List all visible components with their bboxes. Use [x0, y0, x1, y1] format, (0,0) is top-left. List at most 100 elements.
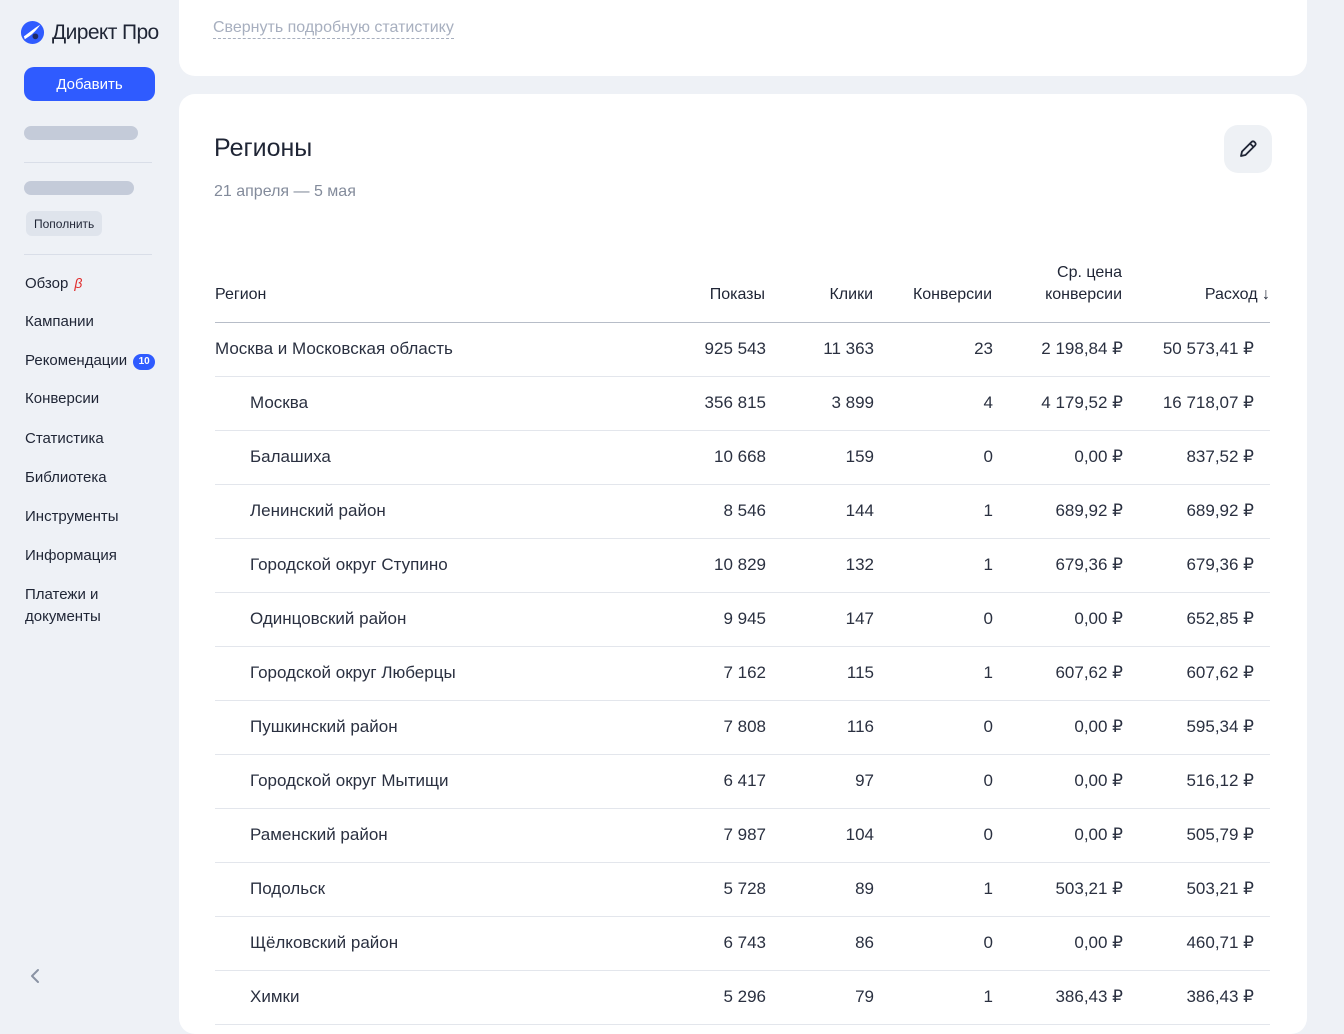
cell-clicks: 104: [845, 825, 874, 844]
sidebar-item-info[interactable]: Информация: [25, 545, 117, 567]
cell-region: Подольск: [250, 879, 326, 898]
sidebar-item-tools[interactable]: Инструменты: [25, 506, 119, 528]
cell-region: Городской округ Ступино: [250, 555, 448, 574]
count-badge: 10: [133, 354, 156, 370]
cell-conversions: 0: [983, 933, 993, 952]
sidebar-item-label: Инструменты: [25, 508, 119, 525]
cell-spend: 50 573,41 ₽: [1162, 339, 1254, 358]
cell-avg-cost: 386,43 ₽: [1055, 987, 1123, 1006]
table-row[interactable]: Подольск 5 728 89 1 503,21 ₽ 503,21 ₽: [215, 863, 1270, 917]
cell-region: Москва и Московская область: [215, 339, 453, 358]
topup-button[interactable]: Пополнить: [26, 211, 103, 236]
logo[interactable]: Директ Про: [20, 20, 159, 45]
column-header-conversions[interactable]: Конверсии: [912, 286, 992, 303]
pencil-icon: [1240, 140, 1257, 157]
sidebar-item-overview[interactable]: Обзор β: [25, 272, 82, 295]
cell-impressions: 356 815: [704, 393, 766, 412]
cell-avg-cost: 0,00 ₽: [1074, 771, 1123, 790]
logo-text: Директ Про: [52, 20, 159, 44]
cell-region: Городской округ Мытищи: [250, 771, 449, 790]
cell-impressions: 5 296: [723, 987, 766, 1006]
cell-conversions: 1: [983, 663, 993, 682]
sidebar-item-label: Статистика: [25, 430, 104, 447]
sidebar-item-statistics[interactable]: Статистика: [25, 428, 104, 450]
cell-conversions: 1: [983, 555, 993, 574]
sidebar-item-library[interactable]: Библиотека: [25, 467, 107, 489]
table-row[interactable]: Городской округ Люберцы 7 162 115 1 607,62 ₽…: [215, 647, 1270, 701]
cell-region: Раменский район: [250, 825, 388, 844]
cell-region: Балашиха: [250, 447, 331, 466]
cell-avg-cost: 689,92 ₽: [1055, 501, 1123, 520]
sidebar-item-payments[interactable]: Платежи и документы: [25, 584, 101, 628]
column-header-avg-cost[interactable]: Ср. цена конверсии: [1045, 262, 1122, 306]
sidebar-item-label: Рекомендации: [25, 352, 128, 369]
cell-conversions: 1: [983, 879, 993, 898]
table-header: Регион Показы Клики Конверсии Ср. цена к…: [215, 254, 1270, 323]
add-button[interactable]: Добавить: [24, 67, 155, 101]
cell-spend: 595,34 ₽: [1186, 717, 1254, 736]
table-row[interactable]: Ленинский район 8 546 144 1 689,92 ₽ 689,92 ₽: [215, 485, 1270, 539]
table-body: Москва и Московская область 925 543 11 363…: [215, 323, 1270, 1025]
cell-impressions: 8 546: [723, 501, 766, 520]
cell-conversions: 0: [983, 447, 993, 466]
sidebar-item-campaigns[interactable]: Кампании: [25, 311, 94, 333]
cell-conversions: 23: [974, 339, 993, 358]
edit-button[interactable]: [1224, 125, 1272, 173]
cell-conversions: 0: [983, 609, 993, 628]
table-row[interactable]: Химки 5 296 79 1 386,43 ₽ 386,43 ₽: [215, 971, 1270, 1025]
cell-impressions: 5 728: [723, 879, 766, 898]
cell-spend: 607,62 ₽: [1186, 663, 1254, 682]
column-header-spend[interactable]: Расход ↓: [1204, 286, 1270, 303]
collapse-statistics-link[interactable]: Свернуть подробную статистику: [213, 18, 454, 39]
sidebar-item-conversions[interactable]: Конверсии: [25, 388, 99, 410]
sidebar-item-recommendations[interactable]: Рекомендации 10: [25, 350, 156, 372]
cell-region: Пушкинский район: [250, 717, 398, 736]
sidebar-item-label: Информация: [25, 547, 117, 564]
table-row[interactable]: Одинцовский район 9 945 147 0 0,00 ₽ 652,85 ₽: [215, 593, 1270, 647]
cell-clicks: 86: [855, 933, 874, 952]
cell-spend: 837,52 ₽: [1186, 447, 1254, 466]
cell-spend: 505,79 ₽: [1186, 825, 1254, 844]
cell-region: Ленинский район: [250, 501, 386, 520]
sidebar-item-label-line2: документы: [25, 608, 101, 625]
table-row[interactable]: Городской округ Ступино 10 829 132 1 679,36 …: [215, 539, 1270, 593]
cell-spend: 689,92 ₽: [1186, 501, 1254, 520]
regions-table: Регион Показы Клики Конверсии Ср. цена к…: [215, 254, 1270, 1025]
table-row[interactable]: Москва и Московская область 925 543 11 363…: [215, 323, 1270, 377]
regions-card: Регионы 21 апреля — 5 мая Регион Показы …: [179, 94, 1307, 1034]
column-header-clicks[interactable]: Клики: [829, 286, 873, 303]
cell-clicks: 11 363: [823, 339, 874, 358]
table-row[interactable]: Балашиха 10 668 159 0 0,00 ₽ 837,52 ₽: [215, 431, 1270, 485]
cell-region: Одинцовский район: [250, 609, 407, 628]
cell-conversions: 0: [983, 771, 993, 790]
sidebar: Директ Про Добавить Пополнить Обзор β Кам…: [0, 0, 179, 1000]
sidebar-item-label: Кампании: [25, 313, 94, 330]
cell-clicks: 97: [855, 771, 874, 790]
table-row[interactable]: Москва 356 815 3 899 4 4 179,52 ₽ 16 718,07 ₽: [215, 377, 1270, 431]
statistics-card: Свернуть подробную статистику: [179, 0, 1307, 76]
date-range: 21 апреля — 5 мая: [214, 183, 356, 200]
cell-avg-cost: 0,00 ₽: [1074, 609, 1123, 628]
column-header-avg-cost-line2: конверсии: [1045, 286, 1122, 303]
cell-spend: 460,71 ₽: [1186, 933, 1254, 952]
cell-conversions: 1: [983, 987, 993, 1006]
cell-avg-cost: 0,00 ₽: [1074, 717, 1123, 736]
column-header-region[interactable]: Регион: [215, 286, 267, 303]
cell-conversions: 0: [983, 825, 993, 844]
cell-impressions: 9 945: [723, 609, 766, 628]
cell-conversions: 4: [983, 393, 993, 412]
table-row[interactable]: Городской округ Мытищи 6 417 97 0 0,00 ₽ 516,…: [215, 755, 1270, 809]
cell-avg-cost: 0,00 ₽: [1074, 825, 1123, 844]
column-header-impressions[interactable]: Показы: [709, 286, 765, 303]
cell-impressions: 10 668: [714, 447, 766, 466]
sidebar-item-label: Платежи и: [25, 586, 99, 603]
table-row[interactable]: Щёлковский район 6 743 86 0 0,00 ₽ 460,71 ₽: [215, 917, 1270, 971]
sidebar-item-label: Библиотека: [25, 469, 107, 486]
cell-region: Москва: [250, 393, 309, 412]
chevron-left-icon[interactable]: [26, 966, 46, 986]
table-row[interactable]: Раменский район 7 987 104 0 0,00 ₽ 505,79 ₽: [215, 809, 1270, 863]
cell-impressions: 7 987: [723, 825, 766, 844]
cell-impressions: 10 829: [714, 555, 766, 574]
cell-avg-cost: 4 179,52 ₽: [1041, 393, 1123, 412]
table-row[interactable]: Пушкинский район 7 808 116 0 0,00 ₽ 595,34 ₽: [215, 701, 1270, 755]
